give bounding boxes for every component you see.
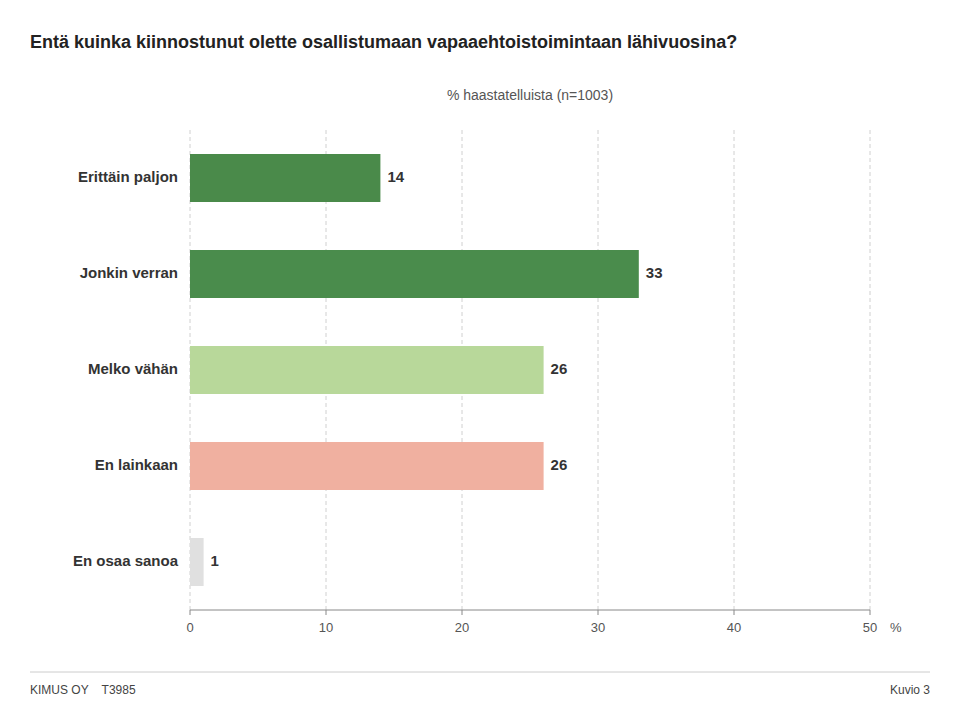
grid-line [734,130,735,610]
grid [190,130,870,610]
data-label: 26 [551,456,568,473]
category-label: Melko vähän [88,360,178,377]
data-label: 14 [387,168,404,185]
grid-line [870,130,871,610]
subtitle: % haastatelluista (n=1003) [447,87,613,103]
tick-label: 0 [186,620,193,635]
tick-mark [326,610,327,615]
grid-line [598,130,599,610]
category-label: Erittäin paljon [78,168,178,185]
tick-label: 10 [319,620,333,635]
tick-label: 40 [727,620,741,635]
bar [190,538,204,586]
tick-label: 20 [455,620,469,635]
category-label: En lainkaan [95,456,178,473]
data-label: 33 [646,264,663,281]
tick-mark [734,610,735,615]
annotation: KIMUS OY T3985 [30,683,136,697]
bar [190,442,544,490]
x-axis: 0 10 20 30 40 50 [186,610,877,635]
tick-mark [598,610,599,615]
tick-mark [190,610,191,615]
tick-label: 50 [863,620,877,635]
tick-label: 30 [591,620,605,635]
bar [190,346,544,394]
annotation: Kuvio 3 [890,683,930,697]
category-label: Jonkin verran [80,264,178,281]
chart-svg: Entä kuinka kiinnostunut olette osallist… [0,0,960,716]
x-axis-label: % [890,620,902,635]
labels: Erittäin paljon Jonkin verran Melko vähän E… [73,168,663,569]
bar [190,250,639,298]
category-label: En osaa sanoa [73,552,179,569]
bars [190,154,639,586]
footer-separator [30,672,930,673]
chart-container: Entä kuinka kiinnostunut olette osallist… [0,0,960,716]
tick-mark [462,610,463,615]
tick-mark [870,610,871,615]
x-axis-line [190,610,870,611]
bar [190,154,380,202]
data-label: 26 [551,360,568,377]
title: Entä kuinka kiinnostunut olette osallist… [30,32,737,52]
data-label: 1 [211,552,219,569]
